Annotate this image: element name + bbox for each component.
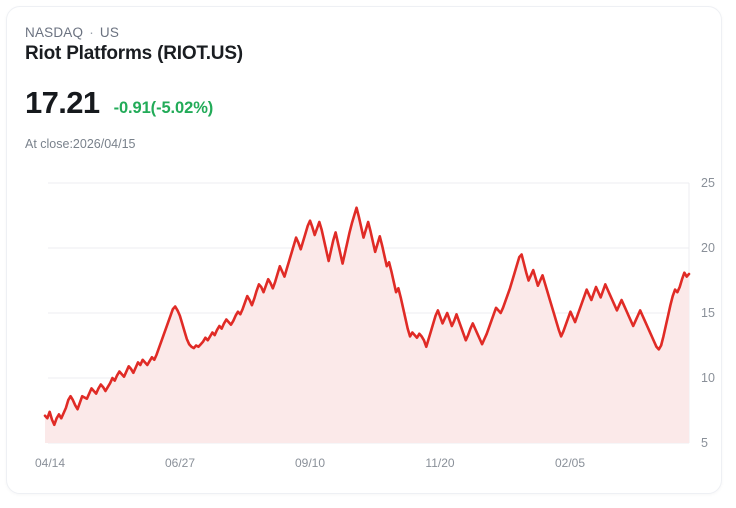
y-axis-tick-label: 20 — [701, 241, 715, 255]
exchange-name: NASDAQ — [25, 25, 84, 40]
stock-quote-card: NASDAQ · US Riot Platforms (RIOT.US) 17.21… — [6, 6, 722, 494]
x-axis-tick-label: 06/27 — [165, 456, 195, 470]
y-axis-tick-label: 5 — [701, 436, 708, 450]
chart-y-axis-labels: 25 20 15 10 5 — [701, 176, 715, 450]
chart-line — [43, 206, 691, 427]
y-axis-tick-label: 25 — [701, 176, 715, 190]
exchange-separator: · — [89, 25, 94, 40]
price-row: 17.21 -0.91(-5.02%) — [25, 85, 213, 121]
x-axis-tick-label: 09/10 — [295, 456, 325, 470]
x-axis-tick-label: 04/14 — [35, 456, 65, 470]
price-change: -0.91(-5.02%) — [113, 99, 214, 117]
chart-area-fill — [45, 207, 689, 443]
x-axis-tick-label: 11/20 — [425, 456, 454, 470]
price-chart[interactable]: 25 20 15 10 5 04/14 06/27 09/10 11/20 02/05 — [7, 167, 721, 487]
chart-svg: 25 20 15 10 5 04/14 06/27 09/10 11/20 02/05 — [35, 176, 715, 470]
market-status-note: At close:2026/04/15 — [25, 137, 136, 151]
current-price: 17.21 — [25, 85, 100, 120]
x-axis-tick-label: 02/05 — [555, 456, 585, 470]
y-axis-tick-label: 10 — [701, 371, 715, 385]
exchange-region: US — [99, 25, 120, 40]
y-axis-tick-label: 15 — [701, 306, 715, 320]
chart-x-axis-labels: 04/14 06/27 09/10 11/20 02/05 — [35, 456, 585, 470]
exchange-row: NASDAQ · US — [25, 25, 119, 40]
page-title: Riot Platforms (RIOT.US) — [25, 43, 243, 64]
